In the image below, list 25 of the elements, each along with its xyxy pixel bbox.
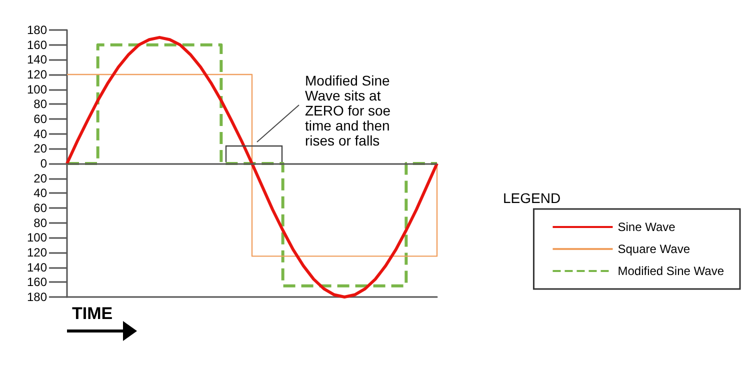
y-tick-label: 80 bbox=[34, 97, 48, 112]
legend-label: Modified Sine Wave bbox=[618, 264, 724, 278]
y-tick-label: 60 bbox=[34, 201, 48, 215]
y-tick-label: 0 bbox=[40, 156, 48, 170]
y-tick-label: 180 bbox=[26, 23, 48, 37]
y-tick-label: 140 bbox=[26, 52, 48, 67]
y-tick-label: 60 bbox=[34, 112, 48, 126]
y-tick-label: 40 bbox=[34, 186, 48, 200]
y-tick-label: 160 bbox=[26, 275, 48, 290]
legend-title: LEGEND bbox=[503, 190, 561, 206]
y-tick-label: 20 bbox=[34, 171, 48, 186]
y-tick-label: 80 bbox=[34, 216, 48, 230]
y-tick-label: 140 bbox=[26, 260, 48, 274]
legend-label: Sine Wave bbox=[618, 220, 676, 234]
x-axis-title: TIME bbox=[72, 304, 113, 323]
y-tick-label: 120 bbox=[26, 68, 48, 82]
annotation: Modified Sine Wave sits at ZERO for soe time and then rises or falls bbox=[305, 72, 394, 148]
y-tick-label: 180 bbox=[26, 290, 48, 304]
legend-label: Square Wave bbox=[618, 242, 690, 256]
y-tick-label: 100 bbox=[26, 230, 48, 245]
y-tick-label: 40 bbox=[34, 126, 48, 141]
y-tick-label: 120 bbox=[26, 246, 48, 260]
y-tick-label: 160 bbox=[26, 38, 48, 52]
y-tick-label: 100 bbox=[26, 82, 48, 96]
y-tick-label: 20 bbox=[34, 142, 48, 156]
